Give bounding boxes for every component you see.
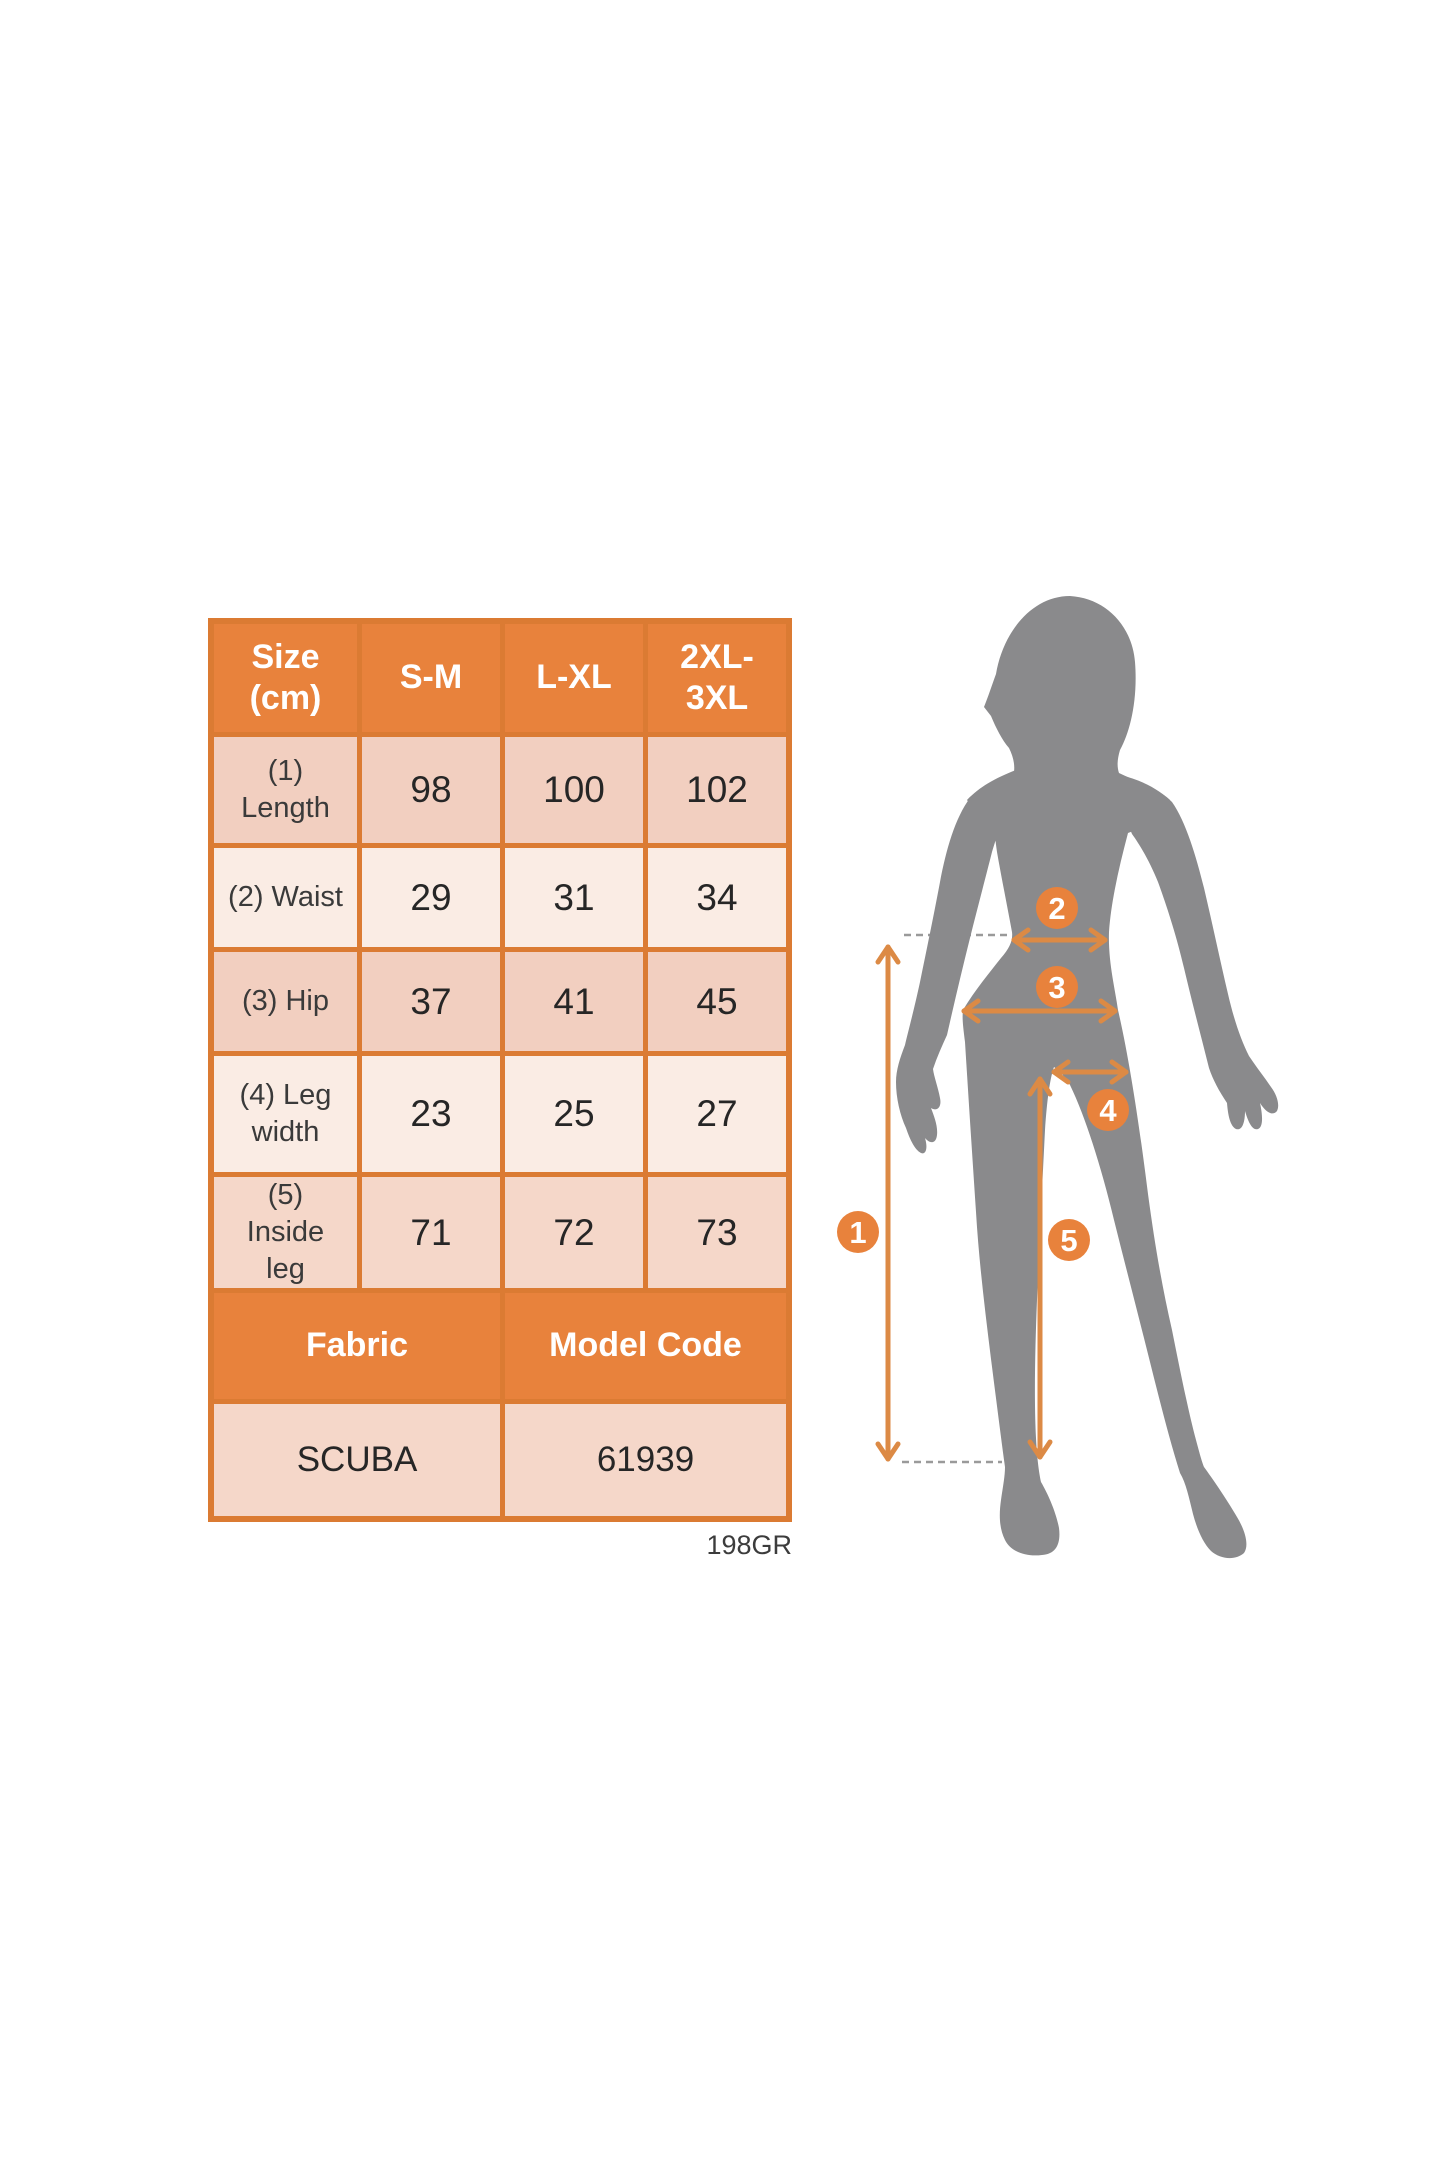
marker-4-number: 4 bbox=[1099, 1093, 1117, 1128]
body-silhouette bbox=[962, 596, 1247, 1559]
left-arm-silhouette bbox=[896, 770, 1016, 1154]
marker-5: 5 bbox=[1048, 1219, 1090, 1261]
column-header-l-xl: L-XL bbox=[505, 624, 643, 732]
marker-5-circle bbox=[1048, 1219, 1090, 1261]
value-length-2xl: 102 bbox=[648, 737, 786, 843]
value-inside-leg-lxl: 72 bbox=[505, 1177, 643, 1288]
value-leg-width-sm: 23 bbox=[362, 1056, 500, 1172]
row-label-leg-width: (4) Leg width bbox=[214, 1056, 357, 1172]
model-code-header: Model Code bbox=[505, 1293, 786, 1399]
marker-3-circle bbox=[1036, 966, 1078, 1008]
value-length-sm: 98 bbox=[362, 737, 500, 843]
marker-3: 3 bbox=[1036, 966, 1078, 1008]
value-hip-2xl: 45 bbox=[648, 952, 786, 1051]
value-hip-lxl: 41 bbox=[505, 952, 643, 1051]
row-label-hip: (3) Hip bbox=[214, 952, 357, 1051]
marker-1: 1 bbox=[837, 1211, 879, 1253]
value-leg-width-lxl: 25 bbox=[505, 1056, 643, 1172]
value-inside-leg-2xl: 73 bbox=[648, 1177, 786, 1288]
value-waist-sm: 29 bbox=[362, 848, 500, 947]
marker-3-number: 3 bbox=[1048, 970, 1065, 1005]
size-table: Size (cm) S-M L-XL 2XL- 3XL (1) Length 9… bbox=[208, 618, 792, 1522]
row-label-inside-leg: (5) Inside leg bbox=[214, 1177, 357, 1288]
marker-4-circle bbox=[1087, 1089, 1129, 1131]
marker-2-circle bbox=[1036, 887, 1078, 929]
weight-note: 198GR bbox=[706, 1530, 792, 1560]
value-waist-lxl: 31 bbox=[505, 848, 643, 947]
row-label-waist: (2) Waist bbox=[214, 848, 357, 947]
row-label-length: (1) Length bbox=[214, 737, 357, 843]
value-hip-sm: 37 bbox=[362, 952, 500, 1051]
value-waist-2xl: 34 bbox=[648, 848, 786, 947]
value-length-lxl: 100 bbox=[505, 737, 643, 843]
leg-width-arrow bbox=[1051, 1059, 1129, 1085]
length-arrow bbox=[875, 944, 901, 1462]
marker-2-number: 2 bbox=[1048, 891, 1065, 926]
marker-2: 2 bbox=[1036, 887, 1078, 929]
hip-arrow bbox=[961, 998, 1118, 1024]
marker-4: 4 bbox=[1087, 1089, 1129, 1131]
right-arm-silhouette bbox=[1120, 775, 1279, 1130]
fabric-header: Fabric bbox=[214, 1293, 500, 1399]
inside-leg-arrow bbox=[1027, 1076, 1053, 1460]
value-leg-width-2xl: 27 bbox=[648, 1056, 786, 1172]
waist-arrow bbox=[1011, 927, 1108, 953]
body-measurement-figure: 1 2 3 4 5 bbox=[837, 596, 1279, 1559]
value-inside-leg-sm: 71 bbox=[362, 1177, 500, 1288]
column-header-s-m: S-M bbox=[362, 624, 500, 732]
marker-5-number: 5 bbox=[1060, 1223, 1077, 1258]
marker-1-number: 1 bbox=[849, 1215, 866, 1250]
fabric-value: SCUBA bbox=[214, 1404, 500, 1516]
marker-1-circle bbox=[837, 1211, 879, 1253]
model-code-value: 61939 bbox=[505, 1404, 786, 1516]
column-header-2xl-3xl: 2XL- 3XL bbox=[648, 624, 786, 732]
column-header-size-cm: Size (cm) bbox=[214, 624, 357, 732]
